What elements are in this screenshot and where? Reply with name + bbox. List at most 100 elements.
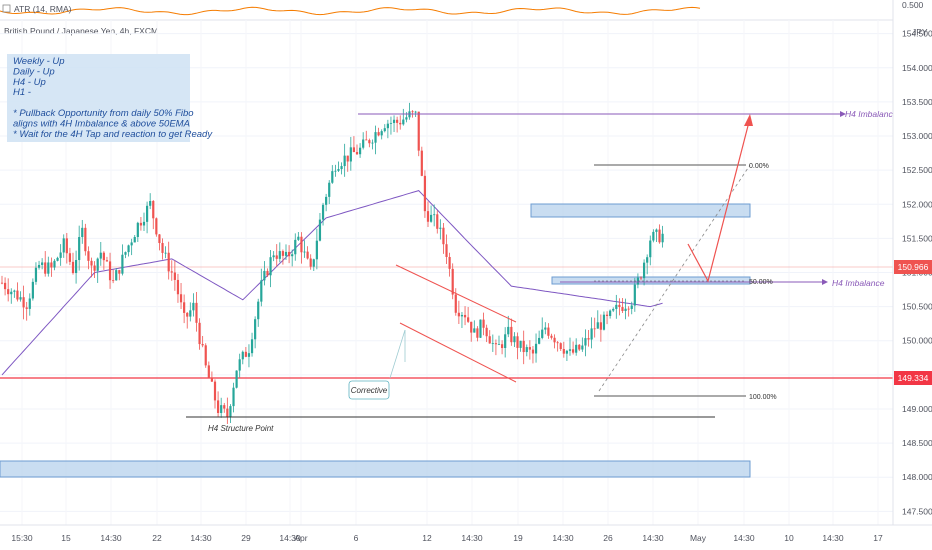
candle-body: [649, 240, 652, 258]
candle-body: [590, 328, 593, 340]
candle-body: [531, 349, 535, 354]
candle-body: [426, 211, 430, 222]
candle-body: [571, 349, 575, 353]
candle-body: [7, 289, 10, 295]
candle-body: [13, 290, 16, 292]
candle-body: [71, 261, 75, 274]
candle-body: [112, 280, 115, 282]
candle-body: [479, 319, 482, 338]
candle-body: [257, 301, 260, 320]
x-tick-label: 14:30: [733, 533, 755, 543]
y-tick-label: 148.000: [902, 472, 932, 482]
candle-body: [297, 236, 300, 240]
candle-body: [445, 244, 448, 257]
candle-body: [130, 242, 133, 246]
candle-body: [355, 152, 359, 155]
candle-body: [81, 227, 84, 238]
candle-body: [661, 233, 664, 243]
fibonacci-retracement[interactable]: 0.00% 50.00% 100.00%: [594, 163, 777, 401]
candle-body: [609, 310, 612, 316]
candle-body: [457, 312, 460, 317]
candle-body: [599, 322, 602, 330]
candle-body: [244, 351, 247, 357]
notes-box[interactable]: [7, 54, 190, 142]
candle-body: [633, 284, 636, 306]
x-tick-label: Apr: [294, 533, 307, 543]
imbalance-zone-top[interactable]: [530, 203, 751, 218]
candle-body: [510, 326, 513, 343]
candle-body: [556, 342, 559, 344]
candle-body: [467, 317, 470, 322]
candle-body: [618, 304, 621, 308]
candle-body: [612, 308, 615, 311]
candle-body: [226, 408, 229, 418]
candle-body: [389, 122, 393, 124]
candle-body: [460, 314, 464, 317]
candle-body: [53, 260, 56, 268]
candle-body: [124, 252, 127, 255]
corrective-callout[interactable]: [348, 380, 390, 400]
atr-line: [0, 6, 701, 16]
candle-body: [473, 328, 476, 333]
candle-body: [216, 400, 220, 413]
pane-collapse-icon[interactable]: [2, 4, 11, 13]
candle-body: [519, 340, 522, 348]
candle-body: [186, 312, 189, 317]
candle-body: [118, 270, 121, 274]
candle-body: [3, 282, 7, 290]
imbalance-zone-mid[interactable]: [551, 276, 751, 285]
candle-body: [167, 252, 170, 272]
candle-body: [189, 310, 192, 317]
candle-body: [578, 344, 581, 350]
candle-body: [368, 140, 371, 144]
structure-point-label: H4 Structure Point: [208, 424, 274, 433]
y-tick-label: 152.000: [902, 199, 932, 209]
channel-lower-line[interactable]: [399, 322, 517, 383]
candle-body: [497, 344, 501, 346]
x-tick-label: 17: [873, 533, 883, 543]
projection-arrowhead-icon: [744, 114, 753, 126]
atr-scale-label: 0.500: [902, 0, 924, 10]
candle-body: [581, 345, 584, 350]
note-line: Weekly - Up: [13, 56, 65, 67]
candle-body: [241, 351, 244, 360]
demand-zone[interactable]: [0, 460, 751, 478]
candle-body: [630, 305, 633, 309]
candle-body: [352, 147, 356, 153]
candle-body: [142, 221, 146, 226]
candle-body: [284, 251, 288, 256]
candle-body: [16, 290, 19, 300]
candle-body: [0, 282, 4, 284]
note-line: aligns with 4H Imbalance & above 50EMA: [13, 118, 190, 129]
candle-body: [34, 267, 38, 282]
candle-body: [642, 262, 646, 279]
candle-body: [204, 345, 207, 366]
candle-body: [386, 123, 389, 129]
candle-body: [411, 111, 414, 113]
fib-100-label: 100.00%: [749, 394, 777, 401]
price-axis[interactable]: 154.500 154.000 153.500 153.000 152.500 152.0…: [892, 0, 932, 525]
candle-body: [528, 347, 531, 350]
candle-body: [266, 270, 269, 276]
atr-pane: ATR (14, RMA) 0.500: [0, 0, 924, 21]
x-tick-label: 26: [603, 533, 613, 543]
candle-body: [417, 111, 420, 151]
candle-body: [636, 277, 640, 285]
candle-body: [547, 327, 550, 336]
note-line: * Pullback Opportunity from daily 50% Fi…: [13, 108, 194, 119]
candle-body: [476, 328, 479, 338]
candle-body: [102, 252, 105, 261]
current-price-tag: [894, 260, 932, 274]
candle-body: [105, 260, 109, 262]
projection-path[interactable]: [687, 117, 751, 283]
y-tick-label: 150.500: [902, 302, 932, 312]
candle-body: [550, 335, 553, 338]
candle-body: [145, 205, 149, 222]
channel-upper-line[interactable]: [395, 264, 517, 323]
candle-body: [312, 259, 315, 267]
candle-body: [639, 277, 643, 279]
candle-body: [207, 365, 210, 378]
candle-body: [25, 307, 28, 309]
